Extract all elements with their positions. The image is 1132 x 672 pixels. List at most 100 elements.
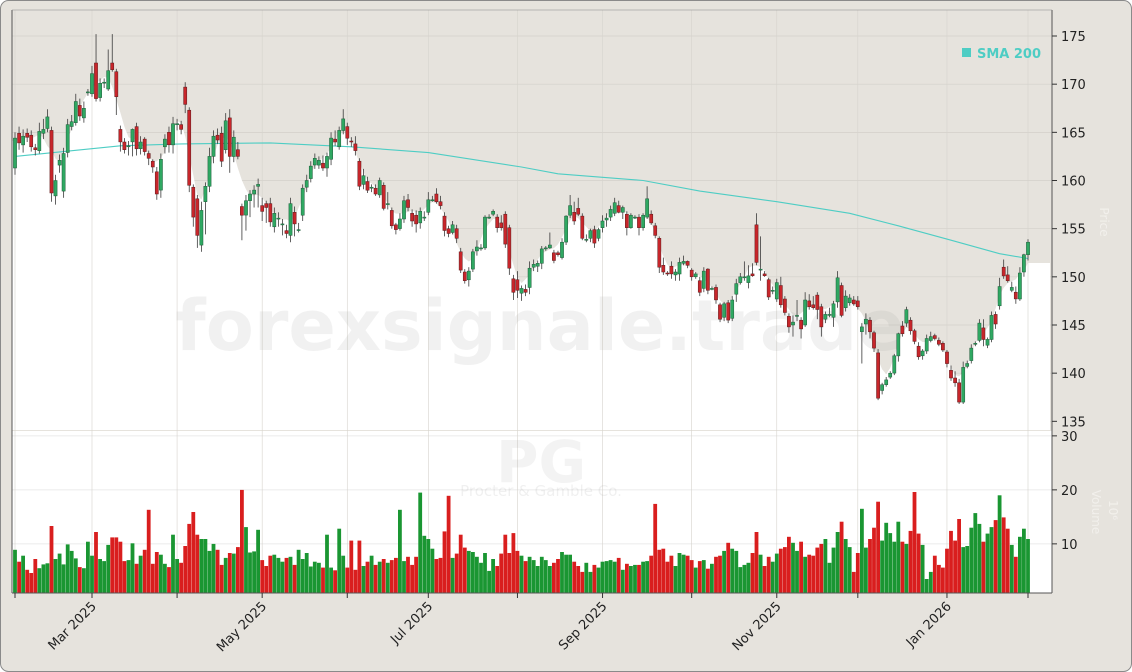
candle-body: [325, 156, 329, 169]
volume-bar: [199, 539, 204, 593]
candle-body: [989, 315, 994, 340]
candle-up: [560, 238, 564, 260]
volume-bar: [130, 543, 135, 593]
volume-bar: [503, 534, 508, 593]
candle-body: [82, 108, 86, 119]
volume-bar: [888, 533, 893, 593]
candle-up: [969, 344, 974, 364]
candle-up: [880, 382, 884, 395]
volume-bar: [418, 492, 423, 593]
volume-bar: [142, 549, 147, 593]
candle-down: [284, 224, 289, 239]
candle-body: [94, 62, 98, 99]
candle-up: [199, 201, 204, 252]
volume-bar: [714, 556, 718, 593]
candle-body: [41, 129, 46, 134]
volume-bar: [357, 540, 362, 593]
candle-body: [183, 86, 188, 105]
candle-body: [835, 277, 840, 303]
candle-down: [373, 184, 378, 196]
candle-up: [531, 259, 536, 272]
candle-body: [843, 295, 848, 308]
volume-bar: [673, 566, 678, 593]
candle-body: [600, 220, 605, 228]
candle-up: [620, 205, 625, 219]
volume-bar: [604, 561, 609, 593]
candle-body: [1018, 272, 1022, 300]
candle-body: [248, 193, 252, 201]
volume-bar: [377, 561, 382, 593]
candle-body: [134, 126, 139, 150]
candle-body: [957, 382, 961, 403]
candle-body: [880, 384, 884, 391]
candle-down: [957, 378, 961, 404]
candle-body: [29, 134, 34, 148]
candle-body: [438, 201, 443, 206]
candle-down: [110, 34, 115, 72]
volume-bar: [466, 550, 471, 593]
volume-bar: [475, 556, 479, 593]
candle-up: [1022, 253, 1026, 277]
candle-down: [714, 284, 718, 304]
candle-up: [487, 214, 491, 219]
candle-up: [13, 132, 17, 175]
candle-down: [77, 98, 82, 121]
candle-up: [997, 277, 1002, 310]
candle-body: [523, 289, 528, 293]
candle-down: [762, 271, 767, 277]
price-tick-label: 165: [1061, 126, 1086, 141]
candle-down: [932, 333, 937, 341]
volume-bar: [949, 530, 953, 593]
candle-up: [203, 182, 208, 235]
price-tick-label: 160: [1061, 175, 1086, 190]
candle-up: [843, 290, 848, 312]
legend: SMA 200: [962, 47, 1041, 62]
volume-bar: [552, 562, 556, 593]
candle-down: [122, 138, 127, 154]
candle-body: [345, 126, 350, 139]
volume-bar: [835, 532, 840, 593]
volume-bar: [434, 559, 439, 593]
candle-body: [864, 318, 868, 325]
candle-body: [981, 327, 986, 340]
candle-up: [641, 213, 645, 231]
candle-down: [438, 195, 443, 210]
candle-down: [937, 337, 941, 347]
candle-body: [138, 141, 143, 149]
candle-down: [187, 107, 192, 193]
candle-up: [831, 300, 836, 327]
volume-bar: [511, 533, 516, 593]
candle-body: [811, 304, 816, 308]
candle-down: [154, 167, 159, 200]
volume-bar: [1001, 517, 1006, 593]
candle-body: [819, 306, 824, 328]
candle-body: [385, 203, 390, 205]
candle-body: [912, 330, 917, 342]
volume-bar: [82, 568, 86, 593]
candle-down: [29, 130, 34, 152]
candle-body: [604, 217, 609, 221]
volume-bar: [730, 548, 735, 593]
candle-body: [272, 213, 277, 228]
volume-bar: [803, 556, 807, 593]
candle-up: [645, 186, 649, 219]
candle-body: [236, 149, 240, 157]
volume-bar: [422, 535, 427, 593]
candle-body: [231, 136, 236, 157]
candle-down: [625, 211, 629, 236]
volume-bar: [649, 555, 654, 593]
volume-bar: [880, 540, 884, 593]
candle-down: [783, 296, 787, 316]
candle-up: [888, 371, 893, 379]
candle-body: [398, 218, 402, 229]
volume-bar: [868, 539, 872, 593]
volume-bar: [791, 542, 795, 593]
candle-down: [1013, 286, 1018, 304]
volume-bar: [483, 553, 487, 593]
candle-body: [657, 238, 662, 268]
candle-up: [835, 271, 840, 308]
candle-body: [171, 123, 175, 146]
volume-bar: [276, 557, 281, 593]
volume-bar: [146, 509, 151, 593]
volume-bar: [576, 566, 581, 593]
